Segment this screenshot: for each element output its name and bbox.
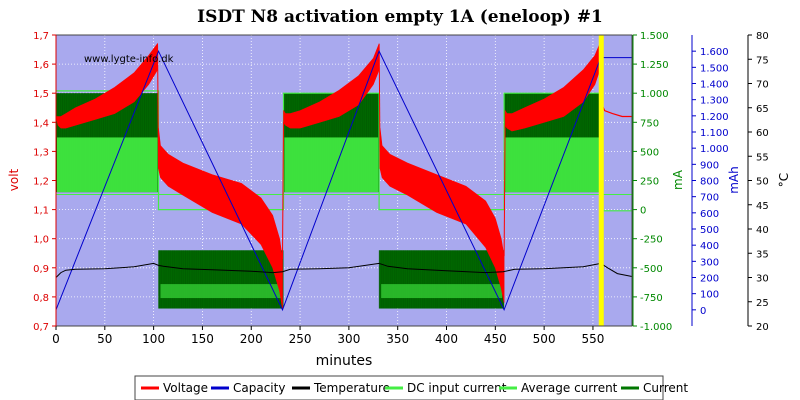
ma-tick-label: 500 (640, 147, 659, 158)
current-discharge-fill (381, 284, 503, 299)
mah-tick-label: 1.000 (700, 144, 729, 155)
volt-axis-label: volt (7, 168, 21, 191)
series-temperature (55, 262, 633, 278)
x-axis-label: minutes (316, 353, 373, 369)
legend-label: Voltage (163, 381, 208, 395)
mah-tick-label: 100 (700, 290, 719, 301)
current-charge-fill (284, 137, 379, 193)
x-tick-label: 0 (52, 332, 60, 346)
volt-tick-label: 1,7 (33, 31, 49, 42)
current-band (379, 250, 505, 309)
ma-tick-label: -500 (640, 264, 663, 275)
chart-title: ISDT N8 activation empty 1A (eneloop) #1 (197, 7, 603, 27)
mah-tick-label: 500 (700, 225, 719, 236)
current-charge-fill (57, 137, 158, 193)
legend-label: Current (643, 381, 688, 395)
ma-tick-label: 750 (640, 118, 659, 129)
mah-tick-label: 1.400 (700, 80, 729, 91)
series-voltage-link (157, 43, 160, 169)
legend-label: DC input current (407, 381, 507, 395)
mah-tick-label: 1.600 (700, 47, 729, 58)
current-trace (158, 250, 284, 309)
volt-tick-label: 1,3 (33, 147, 49, 158)
x-tick-label: 250 (289, 332, 312, 346)
temp-tick-label: 30 (756, 274, 769, 285)
mah-tick-label: 1.300 (700, 96, 729, 107)
ma-tick-label: 1.000 (640, 89, 669, 100)
mah-tick-label: 800 (700, 177, 719, 188)
temp-tick-label: 70 (756, 80, 769, 91)
x-tick-label: 450 (484, 332, 507, 346)
volt-tick-label: 0,7 (33, 322, 49, 333)
temp-tick-label: 75 (756, 55, 769, 66)
x-tick-label: 350 (386, 332, 409, 346)
legend-label: Temperature (313, 381, 390, 395)
legend-label: Average current (521, 381, 618, 395)
mah-tick-label: 1.500 (700, 63, 729, 74)
temp-tick-label: 80 (756, 31, 769, 42)
volt-tick-label: 1,5 (33, 89, 49, 100)
mah-axis-label: mAh (727, 166, 741, 194)
x-tick-label: 400 (435, 332, 458, 346)
temp-tick-label: 60 (756, 128, 769, 139)
ma-tick-label: 1.250 (640, 60, 669, 71)
series-voltage-link (503, 125, 506, 257)
volt-tick-label: 1,0 (33, 235, 49, 246)
mah-tick-label: 700 (700, 193, 719, 204)
x-tick-label: 100 (142, 332, 165, 346)
temp-axis-label: °C (777, 173, 791, 187)
ma-tick-label: -250 (640, 235, 663, 246)
volt-tick-label: 1,1 (33, 206, 49, 217)
highlight-bar (598, 35, 604, 326)
mah-tick-label: 1.100 (700, 128, 729, 139)
temp-tick-label: 55 (756, 152, 769, 163)
current-band (158, 250, 284, 309)
ma-tick-label: 250 (640, 177, 659, 188)
temp-tick-label: 65 (756, 104, 769, 115)
mah-tick-label: 400 (700, 241, 719, 252)
temp-tick-label: 40 (756, 225, 769, 236)
x-tick-label: 50 (97, 332, 112, 346)
mah-tick-label: 600 (700, 209, 719, 220)
mah-tick-label: 200 (700, 274, 719, 285)
x-tick-label: 150 (191, 332, 214, 346)
series-voltage-link (378, 43, 381, 169)
x-tick-label: 200 (240, 332, 263, 346)
ma-tick-label: 0 (640, 206, 646, 217)
x-tick-label: 500 (533, 332, 556, 346)
watermark: www.lygte-info.dk (84, 54, 174, 65)
legend-label: Capacity (233, 381, 285, 395)
temp-tick-label: 45 (756, 201, 769, 212)
temp-tick-label: 20 (756, 322, 769, 333)
ma-tick-label: -1.000 (640, 322, 672, 333)
mah-tick-label: 1.200 (700, 112, 729, 123)
volt-tick-label: 1,6 (33, 60, 49, 71)
volt-tick-label: 1,2 (33, 177, 49, 188)
temp-tick-label: 35 (756, 249, 769, 260)
series-voltage-link (281, 122, 284, 260)
ma-tick-label: -750 (640, 293, 663, 304)
volt-tick-label: 0,9 (33, 264, 49, 275)
volt-tick-label: 0,8 (33, 293, 49, 304)
current-discharge-fill (160, 284, 282, 299)
mah-tick-label: 900 (700, 160, 719, 171)
x-tick-label: 550 (581, 332, 604, 346)
temp-tick-label: 25 (756, 298, 769, 309)
series-voltage (379, 128, 505, 303)
ma-axis-label: mA (671, 169, 685, 190)
mah-tick-label: 0 (700, 306, 706, 317)
x-tick-label: 300 (337, 332, 360, 346)
mah-tick-label: 300 (700, 257, 719, 268)
volt-tick-label: 1,4 (33, 118, 49, 129)
ma-tick-label: 1.500 (640, 31, 669, 42)
temp-tick-label: 50 (756, 177, 769, 188)
